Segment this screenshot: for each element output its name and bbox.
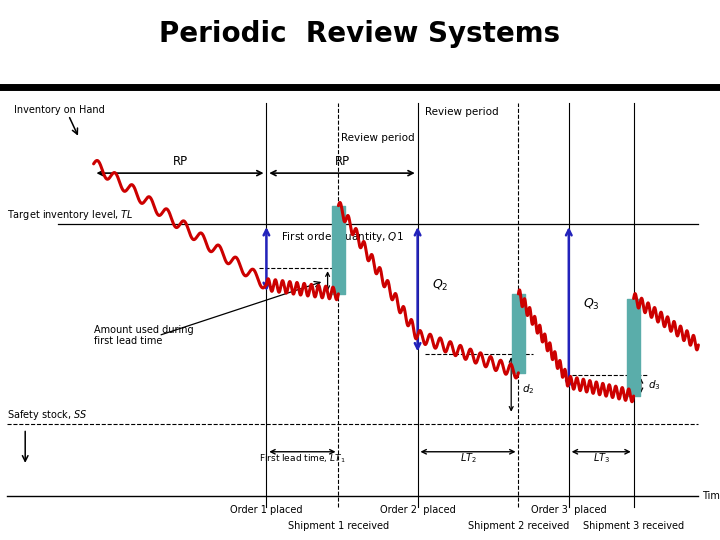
Text: Periodic  Review Systems: Periodic Review Systems: [159, 20, 561, 48]
Text: Order 1 placed: Order 1 placed: [230, 505, 302, 515]
Text: $d_2$: $d_2$: [522, 382, 534, 396]
Text: Shipment 2 received: Shipment 2 received: [468, 521, 569, 531]
Text: Inventory on Hand: Inventory on Hand: [14, 105, 105, 115]
Text: Review period: Review period: [425, 107, 498, 117]
Text: Time: Time: [702, 491, 720, 501]
Text: $Q_3$: $Q_3$: [583, 297, 600, 312]
Text: First lead time, $LT_1$: First lead time, $LT_1$: [259, 452, 346, 464]
Text: Shipment 1 received: Shipment 1 received: [288, 521, 389, 531]
Text: RP: RP: [172, 156, 188, 168]
Text: Shipment 3 received: Shipment 3 received: [583, 521, 684, 531]
Text: Amount used during
first lead time: Amount used during first lead time: [94, 325, 193, 347]
Text: $LT_3$: $LT_3$: [593, 451, 610, 465]
Text: Review period: Review period: [341, 133, 415, 143]
Text: Order 3  placed: Order 3 placed: [531, 505, 607, 515]
Text: First order quantity, $Q1$: First order quantity, $Q1$: [281, 231, 403, 245]
Text: RP: RP: [334, 156, 350, 168]
Text: Order 2  placed: Order 2 placed: [379, 505, 456, 515]
Text: $d_3$: $d_3$: [648, 379, 661, 393]
Text: $Q_2$: $Q_2$: [432, 278, 449, 293]
Text: $LT_2$: $LT_2$: [459, 451, 477, 465]
Text: $d_1$: $d_1$: [335, 274, 347, 288]
Text: Safety stock, $SS$: Safety stock, $SS$: [7, 408, 88, 422]
Text: Target inventory level, $TL$: Target inventory level, $TL$: [7, 208, 134, 222]
